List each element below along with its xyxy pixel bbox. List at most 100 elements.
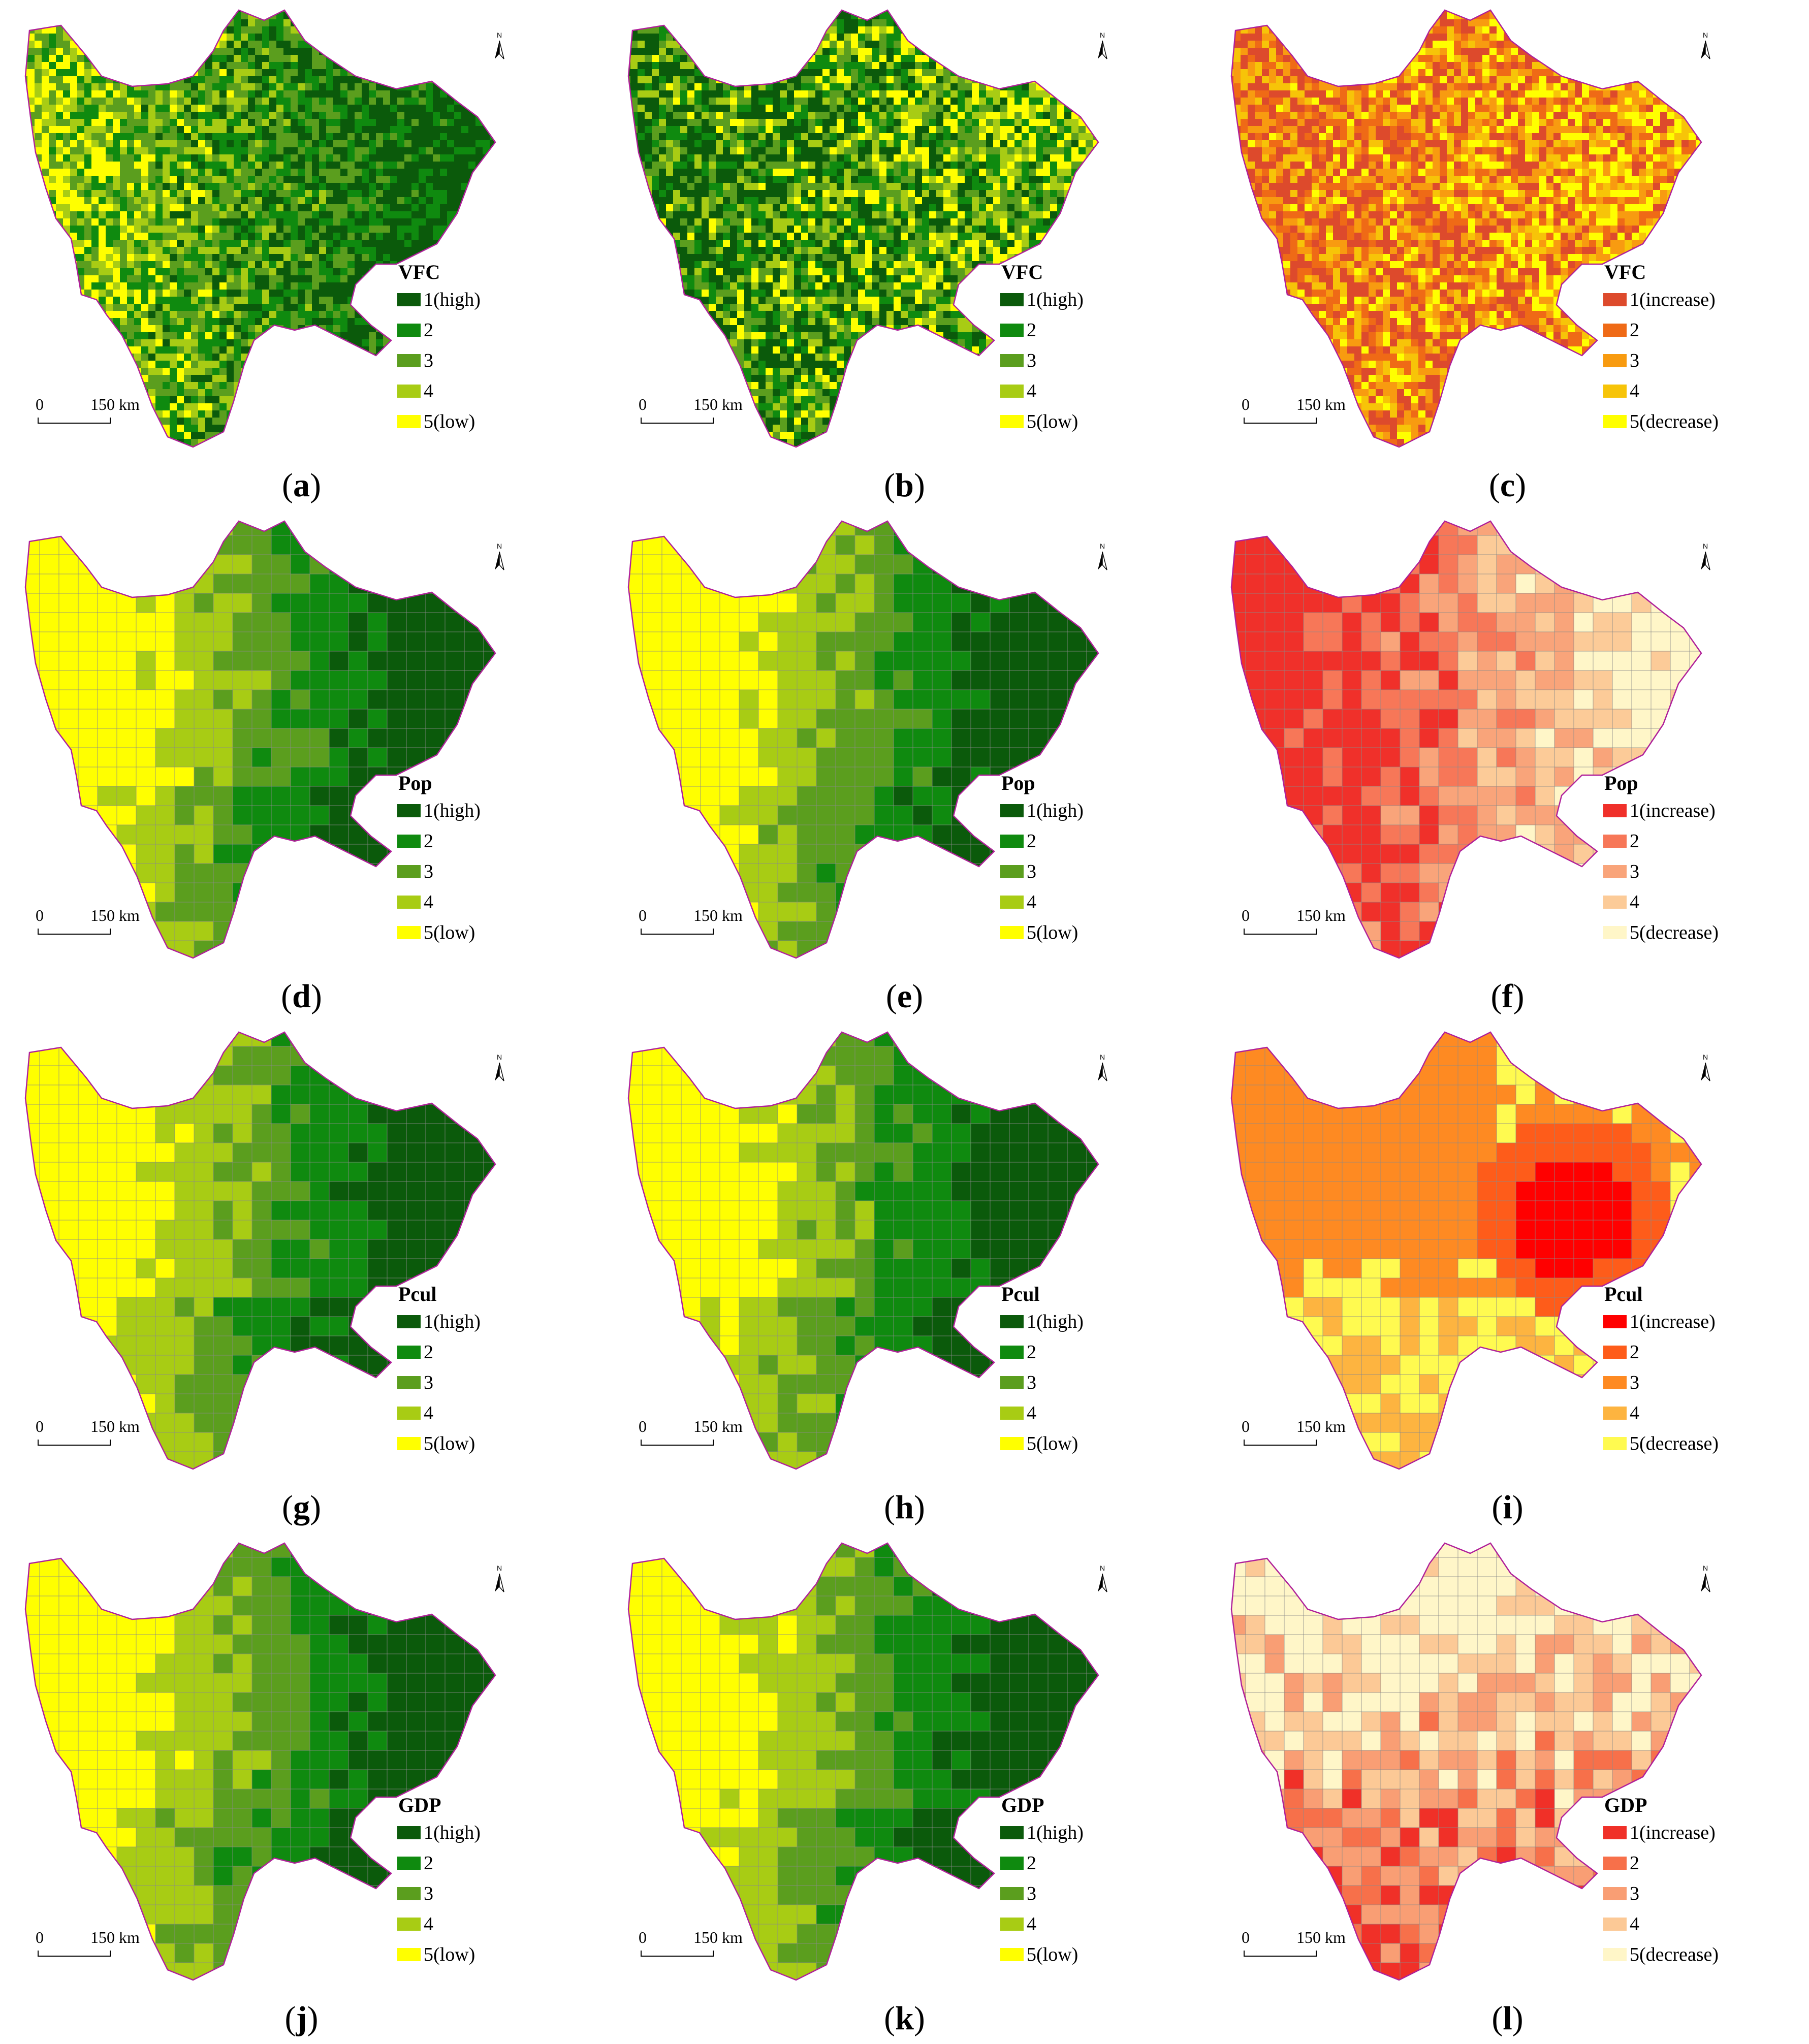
legend-item: 3 (1603, 1878, 1806, 1909)
province-boundary (1230, 1031, 1702, 1470)
legend-item: 3 (1000, 856, 1203, 887)
map-panel-j: N GDP 1(high) 2 3 4 5(low) 0 150 km (j) (0, 1533, 603, 2044)
scale-zero-label: 0 (639, 395, 647, 413)
north-arrow-icon: N (492, 1052, 507, 1083)
scale-bar: 0 150 km (29, 1417, 140, 1448)
map-panel-b: N VFC 1(high) 2 3 4 5(low) 0 150 km (b) (603, 0, 1206, 511)
legend-swatch (1000, 324, 1024, 337)
legend-label: 4 (1630, 1402, 1639, 1424)
legend-item: 5(low) (1000, 406, 1203, 437)
legend-label: 3 (424, 861, 433, 882)
legend-swatch (397, 865, 421, 878)
legend-swatch (1000, 1346, 1024, 1359)
map-panel-i: N Pcul 1(increase) 2 3 4 5(decrease) 0 150 km (i) (1206, 1022, 1809, 1533)
legend-item: 5(decrease) (1603, 1939, 1806, 1970)
legend-item: 1(increase) (1603, 284, 1806, 315)
legend-item: 4 (1603, 376, 1806, 406)
legend-swatch (1000, 1887, 1024, 1900)
legend-label: 1(increase) (1630, 289, 1716, 310)
scale-distance-label: 150 km (693, 1928, 743, 1946)
legend-label: 3 (424, 1883, 433, 1904)
legend: VFC 1(increase) 2 3 4 5(decrease) (1603, 260, 1806, 437)
choropleth-map-d (24, 520, 496, 959)
panel-letter: d (292, 978, 311, 1015)
legend-item: 3 (397, 1367, 600, 1398)
legend-label: 4 (424, 380, 433, 402)
legend-item: 5(low) (397, 406, 600, 437)
legend-label: 2 (1027, 1342, 1036, 1363)
panel-caption: (l) (1491, 2000, 1524, 2037)
legend-title: GDP (1001, 1794, 1044, 1816)
legend-item: 1(high) (1000, 284, 1203, 315)
province-boundary (1230, 9, 1702, 448)
map-panel-g: N Pcul 1(high) 2 3 4 5(low) 0 150 km (g) (0, 1022, 603, 1533)
legend-swatch (1000, 1437, 1024, 1450)
legend-label: 4 (1027, 380, 1036, 402)
legend-item: 4 (1000, 887, 1203, 917)
legend-item: 4 (397, 1398, 600, 1428)
legend-item: 4 (1603, 1909, 1806, 1939)
legend-label: 3 (424, 1372, 433, 1393)
province-boundary (1230, 1542, 1702, 1981)
legend-swatch (1603, 324, 1627, 337)
legend-label: 5(decrease) (1630, 411, 1719, 432)
legend-swatch (397, 385, 421, 398)
legend-item: 1(high) (397, 795, 600, 826)
legend-label: 5(low) (424, 1433, 475, 1454)
legend-label: 2 (1027, 320, 1036, 341)
scale-distance-label: 150 km (693, 906, 743, 924)
scale-distance-label: 150 km (90, 1417, 140, 1435)
legend-label: 2 (424, 1853, 433, 1874)
legend-swatch (1603, 1376, 1627, 1389)
scale-distance-label: 150 km (90, 395, 140, 413)
legend-swatch (1000, 865, 1024, 878)
choropleth-map-h (627, 1031, 1099, 1470)
panel-letter: f (1502, 978, 1513, 1015)
legend-swatch (397, 1407, 421, 1420)
north-arrow-icon: N (1698, 1052, 1713, 1083)
legend-label: 5(low) (1027, 1944, 1078, 1965)
svg-text:N: N (497, 31, 502, 39)
legend-swatch (1000, 1315, 1024, 1328)
scale-zero-label: 0 (1242, 1417, 1250, 1435)
legend: Pop 1(high) 2 3 4 5(low) (397, 771, 600, 948)
scale-bar: 0 150 km (29, 395, 140, 426)
province-boundary (24, 520, 496, 959)
legend-title: Pcul (1604, 1283, 1643, 1305)
scale-distance-label: 150 km (693, 1417, 743, 1435)
scale-distance-label: 150 km (90, 1928, 140, 1946)
north-arrow-icon: N (1698, 541, 1713, 572)
legend-title: Pop (1604, 772, 1638, 794)
legend-item: 1(high) (1000, 795, 1203, 826)
legend-swatch (1000, 415, 1024, 428)
legend-label: 5(decrease) (1630, 1433, 1719, 1454)
legend-swatch (1000, 1407, 1024, 1420)
legend-swatch (1603, 1918, 1627, 1931)
legend-label: 1(high) (1027, 289, 1084, 310)
legend-label: 4 (1630, 891, 1639, 913)
choropleth-map-j (24, 1542, 496, 1981)
legend-swatch (397, 1918, 421, 1931)
legend-item: 4 (1000, 1909, 1203, 1939)
legend-item: 2 (1000, 315, 1203, 345)
legend-item: 4 (1000, 376, 1203, 406)
legend-item: 1(increase) (1603, 1817, 1806, 1848)
legend-item: 1(high) (397, 1817, 600, 1848)
panel-caption: (c) (1488, 467, 1527, 504)
legend-swatch (1000, 896, 1024, 909)
panel-caption: (a) (282, 467, 321, 504)
legend-label: 2 (1630, 831, 1639, 852)
legend-label: 3 (1630, 1883, 1639, 1904)
legend: GDP 1(high) 2 3 4 5(low) (397, 1793, 600, 1970)
legend-swatch (1603, 804, 1627, 817)
legend-label: 3 (1027, 350, 1036, 371)
legend-title: Pop (1001, 772, 1035, 794)
legend-label: 5(low) (1027, 411, 1078, 432)
legend-item: 3 (397, 345, 600, 376)
legend-swatch (397, 896, 421, 909)
legend-title: VFC (398, 261, 440, 283)
legend-label: 1(high) (424, 800, 481, 821)
legend-label: 1(high) (1027, 800, 1084, 821)
north-arrow-icon: N (492, 541, 507, 572)
panel-letter: e (897, 978, 912, 1015)
